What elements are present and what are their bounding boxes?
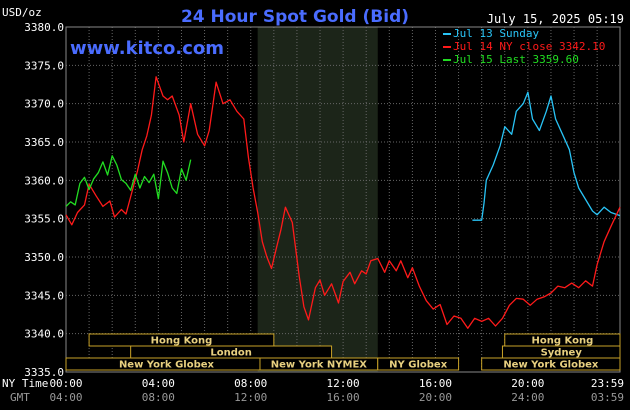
plot-frame	[65, 26, 621, 373]
session-label: Hong Kong	[532, 336, 594, 347]
x-tick-ny: 20:00	[511, 377, 544, 390]
session-label: New York Globex	[119, 360, 215, 371]
y-tick-label: 3370.0	[24, 98, 64, 111]
x-tick-gmt: 04:00	[49, 391, 82, 404]
x-tick-gmt: 03:59	[591, 391, 624, 404]
x-tick-gmt: 08:00	[142, 391, 175, 404]
legend-swatch	[443, 46, 451, 48]
session-box	[481, 357, 621, 371]
unit-label: USD/oz	[2, 6, 42, 19]
shaded-session-region	[257, 27, 378, 372]
session-label: New York Globex	[503, 360, 599, 371]
x-tick-gmt: 12:00	[234, 391, 267, 404]
series-line	[65, 155, 192, 207]
legend-entry: Jul 14 NY close 3342.10	[453, 40, 605, 53]
x-tick-gmt: 24:00	[511, 391, 544, 404]
watermark-logo: www.kitco.com	[70, 38, 224, 59]
y-tick-label: 3350.0	[24, 251, 64, 264]
session-label: Hong Kong	[151, 336, 213, 347]
y-tick-label: 3365.0	[24, 136, 64, 149]
chart-title: 24 Hour Spot Gold (Bid)	[181, 7, 409, 27]
x-tick-ny: 12:00	[327, 377, 360, 390]
session-box	[377, 357, 460, 371]
legend-entry: Jul 13 Sunday	[453, 27, 539, 40]
x-tick-ny: 04:00	[142, 377, 175, 390]
series-line	[65, 76, 621, 329]
timestamp: July 15, 2025 05:19	[487, 12, 624, 26]
y-tick-label: 3340.0	[24, 328, 64, 341]
x-tick-ny: 08:00	[234, 377, 267, 390]
x-tick-ny: 00:00	[49, 377, 82, 390]
y-tick-label: 3355.0	[24, 213, 64, 226]
series-line	[472, 91, 621, 221]
ny-time-row-label: NY Time	[2, 377, 48, 390]
y-tick-label: 3335.0	[24, 366, 64, 379]
legend-swatch	[443, 59, 451, 61]
session-label: NY Globex	[389, 360, 448, 371]
session-label: New York NYMEX	[271, 360, 368, 371]
gmt-row-label: GMT	[10, 391, 30, 404]
x-tick-ny: 23:59	[591, 377, 624, 390]
y-tick-label: 3360.0	[24, 174, 64, 187]
legend-swatch	[443, 33, 451, 35]
y-tick-label: 3375.0	[24, 59, 64, 72]
x-tick-gmt: 16:00	[327, 391, 360, 404]
legend-entry: Jul 15 Last 3359.60	[453, 53, 579, 66]
session-label: Sydney	[541, 348, 583, 359]
x-tick-gmt: 20:00	[419, 391, 452, 404]
y-tick-label: 3380.0	[24, 21, 64, 34]
y-tick-label: 3345.0	[24, 289, 64, 302]
session-label: London	[210, 348, 252, 359]
x-tick-ny: 16:00	[419, 377, 452, 390]
